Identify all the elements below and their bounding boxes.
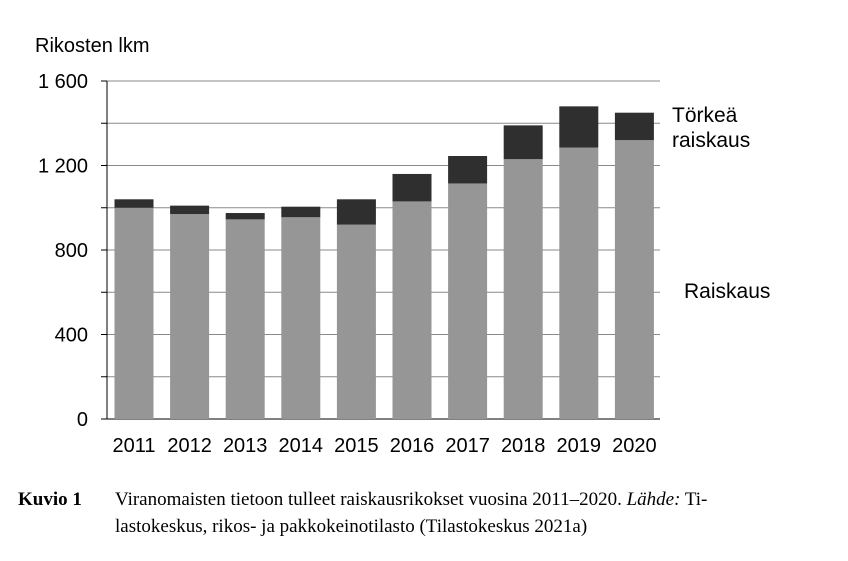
x-tick-label: 2018: [501, 435, 546, 457]
bar-raiskaus: [114, 207, 154, 419]
stacked-bar-chart: 0 400 800 1 200 1 600 Rikosten lkm 2011 2012 201…: [35, 35, 770, 457]
bar-raiskaus: [614, 140, 654, 419]
x-tick-label: 2017: [445, 435, 490, 457]
x-tick-label: 2019: [557, 435, 602, 457]
y-tick-label: 400: [55, 325, 88, 347]
bar-torkea-raiskaus: [614, 112, 654, 141]
caption-body: Viranomaisten tietoon tulleet raiskausri…: [115, 486, 835, 540]
x-tick-label: 2016: [390, 435, 435, 457]
caption-line-1: Viranomaisten tietoon tulleet raiskausri…: [115, 486, 835, 513]
y-axis-title: Rikosten lkm: [35, 35, 149, 57]
bar-raiskaus: [281, 217, 321, 419]
y-tick-label: 0: [77, 409, 88, 431]
x-tick-label: 2014: [279, 435, 324, 457]
bar-torkea-raiskaus: [503, 125, 543, 160]
x-tick-label: 2013: [223, 435, 268, 457]
bar-raiskaus: [225, 219, 265, 419]
bar-raiskaus: [336, 224, 376, 419]
bar-torkea-raiskaus: [225, 213, 265, 220]
bar-torkea-raiskaus: [170, 205, 210, 215]
x-tick-label: 2015: [334, 435, 379, 457]
y-tick-label: 1 600: [38, 71, 88, 93]
caption-label: Kuvio 1: [18, 489, 82, 510]
bar-torkea-raiskaus: [281, 206, 321, 218]
bar-raiskaus: [392, 201, 432, 419]
x-tick-label: 2011: [112, 435, 155, 457]
caption-line-2: lastokeskus, rikos- ja pakkokeinotilasto…: [115, 516, 588, 537]
series-label: Törkeä: [672, 104, 738, 127]
bar-raiskaus: [448, 183, 488, 419]
bar-raiskaus: [170, 214, 210, 419]
bar-torkea-raiskaus: [392, 173, 432, 202]
caption-text-2: Ti-: [680, 489, 708, 510]
series-label: raiskaus: [672, 129, 750, 152]
y-tick-label: 1 200: [38, 156, 88, 178]
x-tick-label: 2020: [612, 435, 657, 457]
bar-torkea-raiskaus: [448, 155, 488, 184]
x-tick-label: 2012: [167, 435, 212, 457]
caption-source-label: Lähde:: [626, 489, 681, 510]
series-label: Raiskaus: [684, 280, 770, 303]
bar-raiskaus: [559, 147, 599, 419]
bar-torkea-raiskaus: [559, 106, 599, 148]
bar-torkea-raiskaus: [336, 199, 376, 225]
bar-torkea-raiskaus: [114, 199, 154, 208]
bar-raiskaus: [503, 159, 543, 419]
y-tick-label: 800: [55, 240, 88, 262]
caption-text-1: Viranomaisten tietoon tulleet raiskausri…: [115, 489, 627, 510]
